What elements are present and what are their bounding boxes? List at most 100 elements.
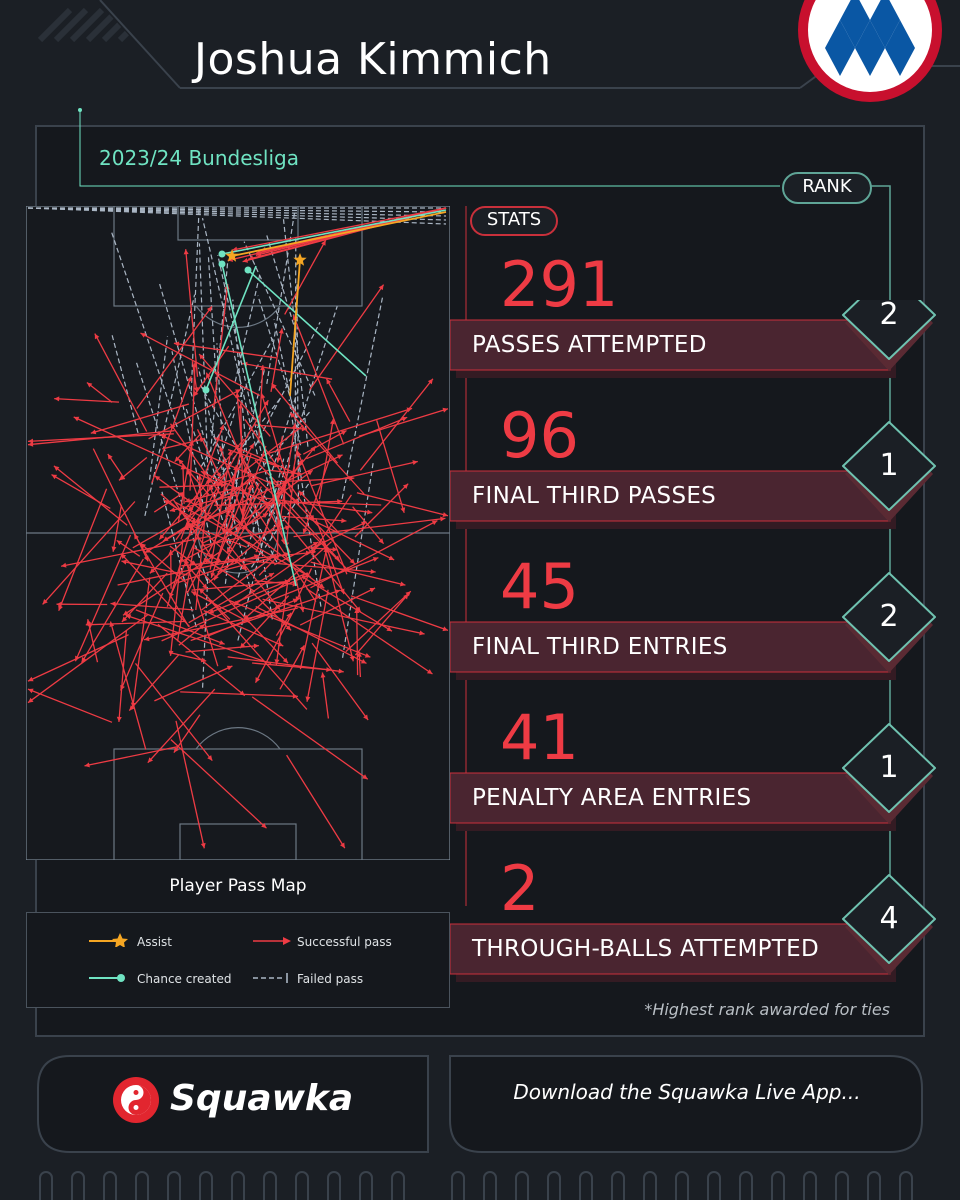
successful-pass (169, 423, 225, 499)
successful-pass (251, 696, 369, 780)
successful-pass (81, 558, 144, 663)
successful-pass-arrowhead (255, 677, 261, 683)
assist-legend-icon (89, 933, 128, 947)
failed-pass (135, 359, 208, 581)
chance-created-point (244, 266, 252, 274)
successful-pass (175, 502, 204, 541)
successful-pass (311, 460, 418, 487)
successful-pass-arrowhead (119, 475, 125, 481)
stat-band (450, 319, 891, 371)
successful-pass-arrowhead (140, 543, 147, 549)
successful-pass-arrowhead (299, 645, 305, 651)
successful-pass-arrowhead (378, 284, 384, 291)
rank-diamond (842, 874, 936, 964)
successful-pass (191, 560, 289, 664)
successful-pass (192, 345, 230, 397)
successful-pass-arrowhead (205, 372, 211, 379)
successful-pass (305, 516, 395, 561)
successful-pass-arrowhead (431, 520, 438, 526)
successful-pass (183, 507, 236, 531)
successful-pass-arrowhead (208, 608, 215, 614)
successful-pass (184, 486, 242, 503)
successful-pass (279, 644, 305, 690)
successful-pass (356, 492, 449, 517)
successful-pass-arrowhead (240, 642, 246, 649)
club-crest-icon (798, 0, 942, 102)
successful-pass (186, 503, 235, 594)
failed-pass (243, 241, 316, 396)
legend-failed-label: Failed pass (297, 972, 364, 986)
stat-label: PASSES ATTEMPTED (472, 332, 707, 358)
successful-pass (225, 465, 238, 522)
successful-pass-arrowhead (183, 525, 190, 531)
successful-pass (168, 487, 220, 599)
successful-pass (135, 609, 225, 645)
successful-pass-arrowhead (216, 480, 222, 486)
successful-pass (291, 443, 299, 477)
successful-pass (117, 559, 240, 586)
successful-pass-arrowhead (315, 500, 321, 506)
stat-label: THROUGH-BALLS ATTEMPTED (472, 936, 819, 962)
successful-pass-arrowhead (363, 714, 369, 720)
successful-pass (262, 598, 425, 635)
successful-pass-arrowhead (53, 465, 60, 471)
successful-pass (177, 554, 260, 584)
stat-value: 2 (500, 852, 540, 925)
successful-pass-arrowhead (73, 416, 80, 422)
legend-successful-label: Successful pass (297, 935, 392, 949)
successful-pass (149, 478, 250, 574)
successful-pass-arrowhead (28, 697, 34, 703)
successful-pass-arrowhead (149, 568, 156, 574)
successful-pass (125, 614, 272, 665)
footer-right-box (449, 1055, 923, 1153)
successful-pass-arrowhead (227, 528, 233, 534)
failed-pass (270, 464, 291, 538)
successful-pass-arrowhead (140, 333, 147, 338)
stat-label: FINAL THIRD ENTRIES (472, 634, 728, 660)
successful-pass (208, 572, 309, 614)
successful-passes (27, 207, 449, 849)
successful-pass (174, 432, 202, 463)
successful-pass-arrowhead (220, 482, 226, 488)
successful-pass (166, 517, 196, 607)
successful-pass-arrowhead (174, 456, 180, 462)
successful-pass-arrowhead (241, 565, 247, 571)
successful-pass-arrowhead (192, 362, 198, 368)
successful-pass (271, 382, 339, 464)
successful-pass-arrowhead (199, 354, 205, 360)
successful-pass-arrowhead (426, 669, 433, 674)
download-app-cta[interactable]: Download the Squawka Live App... (513, 1080, 861, 1104)
successful-pass-arrowhead (187, 376, 192, 382)
successful-pass-arrowhead (216, 557, 222, 563)
successful-pass (310, 520, 438, 589)
successful-pass (112, 505, 123, 552)
successful-pass (60, 535, 211, 567)
successful-pass-arrowhead (360, 658, 367, 664)
successful-pass-arrowhead (120, 684, 125, 691)
successful-pass-arrowhead (185, 498, 191, 503)
successful-pass (178, 623, 206, 646)
successful-pass (53, 465, 128, 526)
successful-pass-arrowhead (427, 378, 433, 385)
assist-star-icon (225, 249, 239, 262)
successful-pass-arrowhead (292, 598, 299, 604)
successful-pass-arrowhead (144, 636, 150, 642)
successful-pass-arrowhead (219, 640, 225, 645)
successful-pass-arrowhead (369, 587, 376, 593)
successful-pass (73, 416, 219, 484)
pass-map-chart (26, 206, 450, 860)
successful-pass (134, 662, 213, 762)
successful-pass-arrowhead (442, 512, 448, 517)
successful-pass-arrowhead (293, 498, 300, 504)
successful-pass (122, 550, 222, 616)
successful-pass-arrowhead (94, 333, 100, 340)
successful-pass-arrowhead (229, 503, 235, 509)
successful-pass (311, 642, 369, 721)
failed-pass (255, 321, 321, 446)
chance-created-point (218, 260, 226, 268)
successful-pass (214, 437, 300, 476)
successful-pass-arrowhead (247, 484, 252, 491)
stat-value: 45 (500, 550, 579, 623)
successful-pass (306, 416, 408, 460)
successful-pass (376, 420, 405, 513)
